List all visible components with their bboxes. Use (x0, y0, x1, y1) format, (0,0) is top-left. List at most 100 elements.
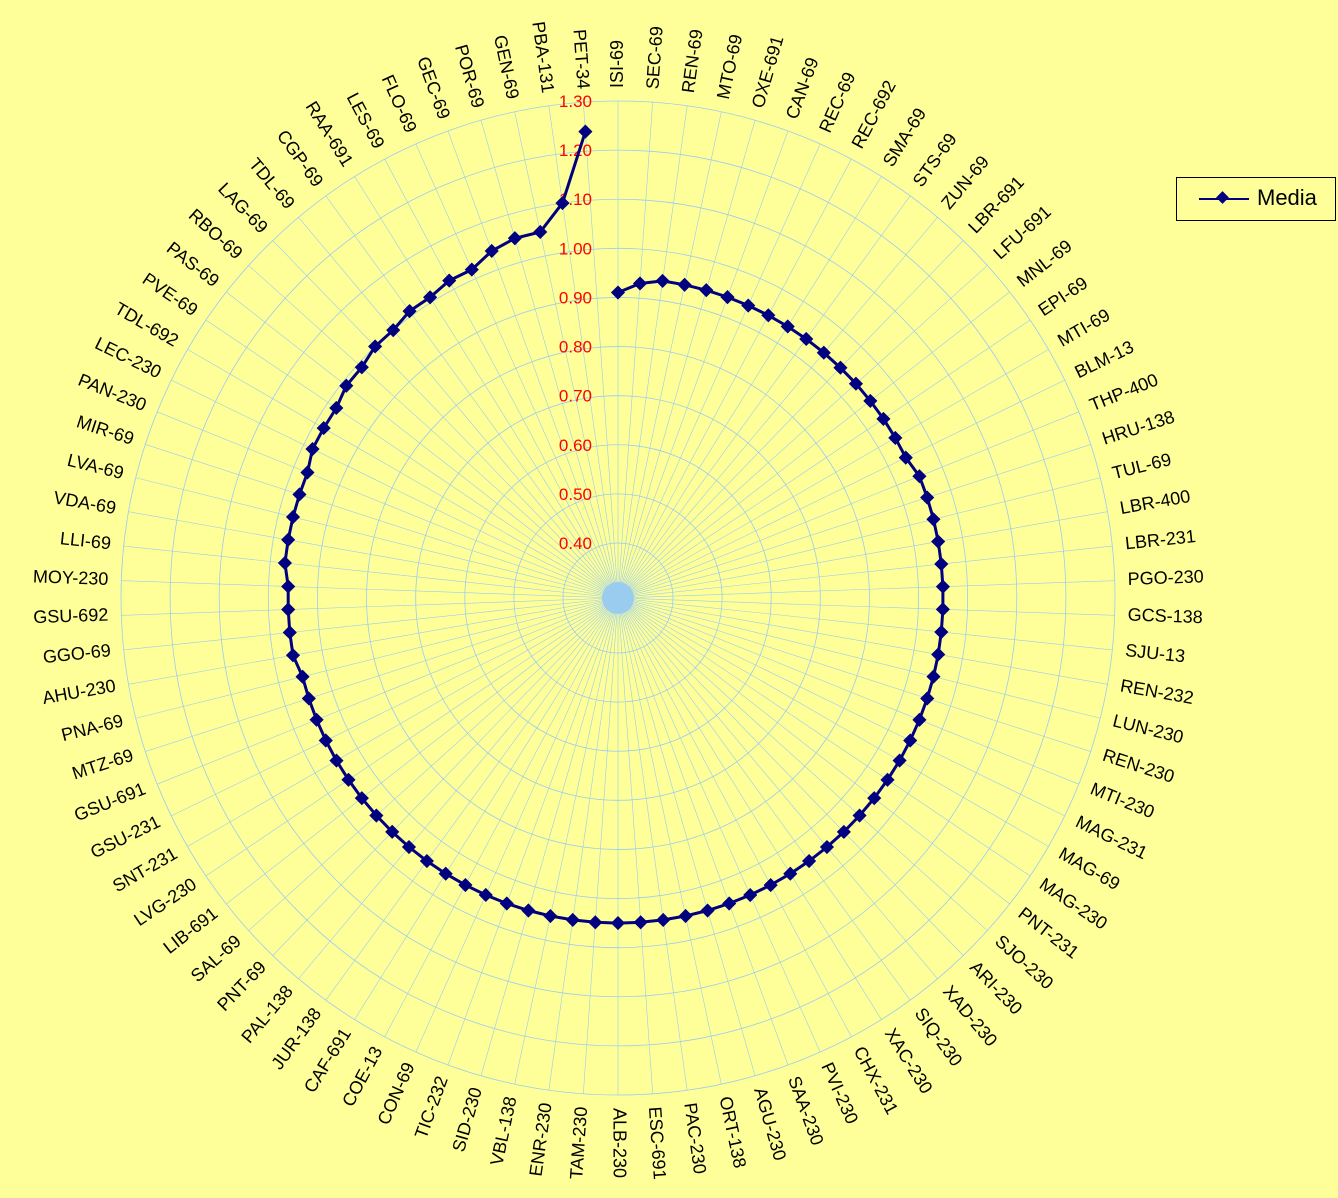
data-point (423, 290, 438, 305)
category-label: LBR-400 (1118, 486, 1191, 518)
data-point (833, 360, 848, 375)
category-label: COE-13 (338, 1043, 386, 1110)
category-label: THP-400 (1087, 370, 1161, 416)
grid-spoke (617, 597, 789, 1066)
grid-spoke (583, 102, 619, 599)
category-label: TUL-69 (1110, 449, 1173, 483)
category-label: PVE-69 (139, 269, 202, 320)
grid-spoke (617, 597, 964, 956)
grid-spoke (617, 597, 821, 1053)
category-label: OXE-691 (748, 34, 788, 111)
category-label: CAN-69 (782, 55, 823, 122)
grid-spoke (583, 597, 619, 1094)
grid-spoke (617, 597, 1010, 905)
category-label: GCS-138 (1127, 605, 1203, 628)
category-label: MIR-69 (74, 411, 136, 448)
data-point (521, 903, 536, 918)
grid-spoke (248, 265, 619, 599)
grid-spoke (617, 477, 1101, 599)
data-point (301, 691, 316, 706)
category-label: TAM-230 (566, 1106, 591, 1180)
grid-spoke (272, 597, 619, 956)
data-point (816, 345, 831, 360)
category-label: SJU-13 (1124, 640, 1186, 666)
data-point (912, 469, 927, 484)
grid-spoke (447, 597, 619, 1066)
grid-spoke (617, 379, 1065, 599)
grid-spoke (617, 265, 988, 599)
category-label: LBR-231 (1124, 526, 1197, 553)
series-media (277, 124, 951, 931)
grid-spoke (617, 159, 852, 599)
data-point (610, 285, 626, 300)
category-label: LLI-69 (59, 528, 112, 553)
grid-spoke (617, 597, 938, 979)
category-label: MTZ-69 (70, 745, 136, 783)
category-label: VBL-138 (486, 1095, 520, 1168)
category-label: BLM-13 (1071, 337, 1136, 383)
grid-spoke (354, 597, 619, 1020)
grid-spoke (226, 597, 619, 905)
grid-spoke (325, 195, 619, 599)
category-label: MTI-230 (1088, 779, 1158, 823)
data-point (699, 283, 714, 298)
grid-spoke (617, 291, 1010, 599)
data-point (610, 916, 626, 931)
data-point (655, 273, 670, 288)
data-point (743, 887, 758, 903)
category-label: PAN-230 (75, 370, 149, 415)
grid-spoke (354, 176, 619, 599)
data-point (720, 290, 735, 305)
data-point (285, 648, 301, 663)
category-label: ALB-230 (609, 1108, 629, 1178)
data-point (419, 853, 434, 869)
legend-label-media: Media (1257, 185, 1317, 210)
data-point (632, 276, 648, 291)
grid-spoke (157, 411, 619, 599)
data-point (867, 791, 882, 806)
grid-spoke (617, 597, 1113, 651)
grid-spoke (617, 120, 756, 599)
data-point (555, 196, 570, 211)
data-point (277, 555, 292, 571)
data-point (341, 772, 356, 787)
grid-spoke (514, 597, 619, 1085)
category-label: SAA-230 (784, 1073, 827, 1148)
data-point (761, 308, 776, 323)
category-label: GSU-691 (71, 779, 148, 826)
data-point (898, 450, 913, 465)
data-point (305, 441, 320, 457)
category-label: PNA-69 (59, 710, 125, 745)
category-label: GGO-69 (42, 640, 112, 667)
grid-spoke (617, 597, 1065, 817)
grid-spoke (135, 597, 619, 719)
grid-spoke (617, 597, 882, 1020)
data-point (507, 231, 522, 246)
data-point (318, 733, 333, 748)
category-label: PET-34 (569, 29, 593, 90)
grid-spoke (617, 597, 1049, 847)
data-point (578, 124, 593, 139)
grid-spoke (617, 597, 1115, 616)
data-point (863, 393, 878, 408)
grid-spoke (187, 597, 619, 847)
data-point (588, 915, 603, 930)
grid-spoke (617, 102, 653, 599)
grid-spoke (548, 597, 619, 1091)
grid-spoke (384, 597, 619, 1037)
grid-spoke (617, 105, 688, 599)
radial-tick-label: 0.80 (559, 338, 592, 357)
grid-spoke (617, 597, 653, 1094)
data-point (802, 853, 817, 869)
radial-tick-label: 1.00 (559, 239, 592, 258)
category-label: VDA-69 (52, 487, 118, 518)
grid-spoke (171, 597, 619, 817)
legend-marker-media (1216, 191, 1229, 204)
data-point (783, 866, 798, 881)
grid-spoke (123, 597, 619, 651)
grid-spoke (617, 597, 1031, 877)
radial-tick-label: 0.40 (559, 534, 592, 553)
category-label: EPI-69 (1035, 273, 1092, 320)
data-point (880, 772, 895, 787)
category-label: AGU-230 (750, 1085, 790, 1163)
